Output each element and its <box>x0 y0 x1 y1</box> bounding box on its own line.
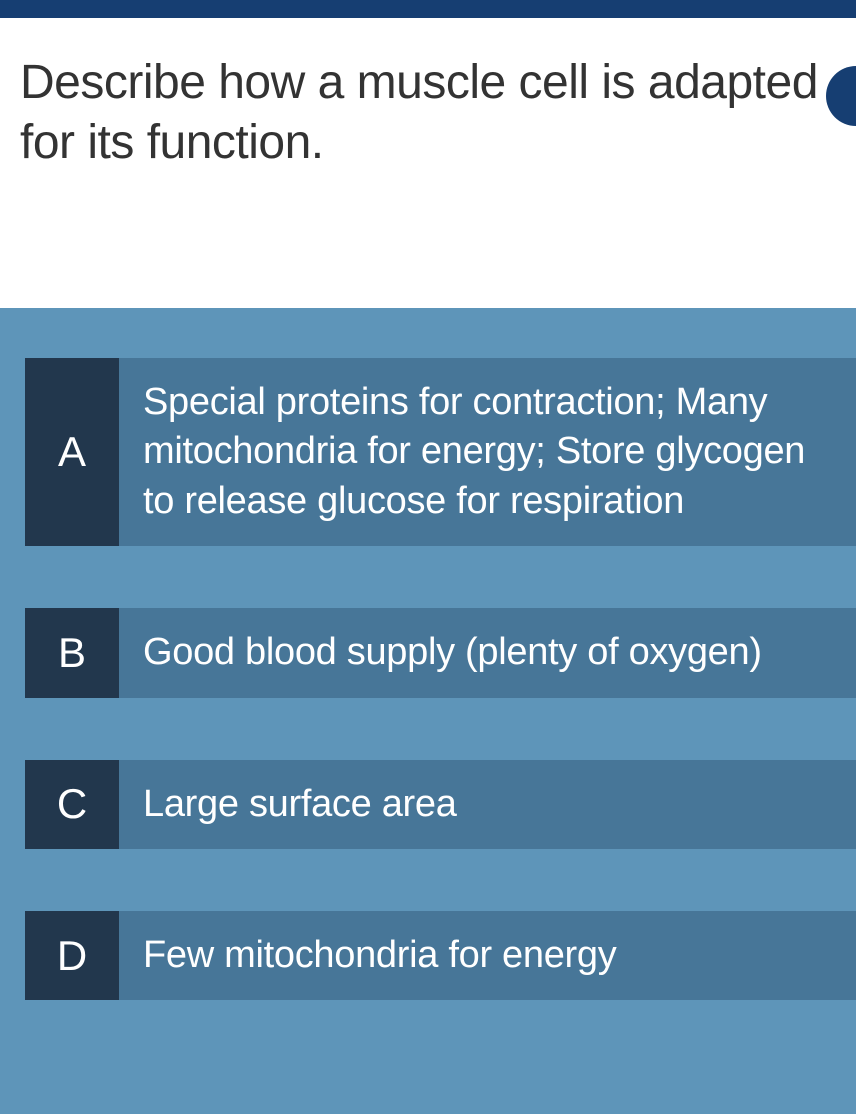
answers-section: A Special proteins for contraction; Many… <box>0 308 856 1114</box>
answer-option-d[interactable]: D Few mitochondria for energy <box>25 911 856 1000</box>
answer-letter: D <box>25 911 119 1000</box>
answer-option-a[interactable]: A Special proteins for contraction; Many… <box>25 358 856 546</box>
answer-letter: B <box>25 608 119 697</box>
answer-letter: A <box>25 358 119 546</box>
answer-text: Large surface area <box>119 760 856 849</box>
question-section: Describe how a muscle cell is adapted fo… <box>0 18 856 308</box>
header-bar <box>0 0 856 18</box>
answer-text: Few mitochondria for energy <box>119 911 856 1000</box>
answer-text: Special proteins for contraction; Many m… <box>119 358 856 546</box>
answer-text: Good blood supply (plenty of oxygen) <box>119 608 856 697</box>
answer-letter: C <box>25 760 119 849</box>
answer-option-c[interactable]: C Large surface area <box>25 760 856 849</box>
question-text: Describe how a muscle cell is adapted fo… <box>20 53 836 173</box>
answer-option-b[interactable]: B Good blood supply (plenty of oxygen) <box>25 608 856 697</box>
